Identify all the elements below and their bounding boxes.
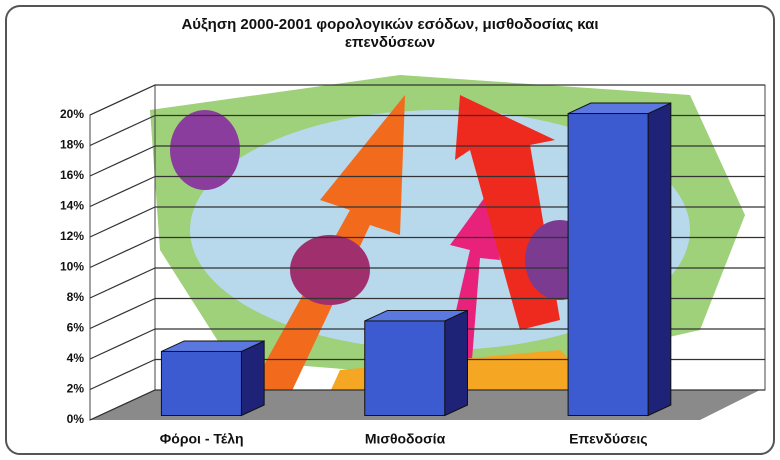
x-tick-label: Επενδύσεις	[569, 431, 648, 447]
bar-front	[160, 350, 242, 417]
y-tick-label: 14%	[60, 199, 84, 213]
bg-figure	[290, 235, 370, 305]
grid-line	[89, 206, 156, 238]
bar	[364, 309, 468, 417]
grid-line	[89, 358, 156, 391]
grid-line	[89, 175, 156, 208]
grid-line	[89, 389, 156, 421]
y-tick-label: 12%	[60, 229, 84, 243]
bar-side	[647, 102, 672, 417]
y-tick-label: 4%	[67, 351, 85, 365]
bar-side	[444, 309, 468, 417]
bar-front	[364, 320, 446, 417]
grid-line	[89, 328, 156, 360]
y-tick-label: 0%	[67, 412, 85, 426]
y-tick-label: 18%	[60, 138, 84, 152]
y-tick-label: 6%	[67, 321, 85, 335]
bar-front	[567, 113, 649, 417]
x-tick-label: Μισθοδοσία	[365, 431, 446, 447]
bg-arrow	[250, 95, 405, 395]
bar	[160, 340, 265, 417]
grid-line	[89, 267, 156, 299]
grid-line	[89, 236, 156, 269]
x-tick-label: Φόροι - Τέλη	[160, 431, 244, 447]
bg-figure	[170, 110, 240, 190]
y-tick-label: 20%	[60, 107, 84, 121]
bar	[567, 102, 672, 417]
y-tick-label: 8%	[67, 290, 85, 304]
chart-title: Αύξηση 2000-2001 φορολογικών εσόδων, μισ…	[181, 16, 599, 51]
y-tick-label: 16%	[60, 168, 84, 182]
grid-line	[89, 145, 156, 177]
grid-line	[89, 84, 156, 116]
title-box: Αύξηση 2000-2001 φορολογικών εσόδων, μισ…	[0, 16, 780, 52]
y-tick-label: 10%	[60, 260, 84, 274]
bar-side	[240, 340, 265, 417]
grid-line	[89, 114, 156, 147]
y-tick-label: 2%	[67, 382, 85, 396]
grid-line	[89, 297, 156, 330]
